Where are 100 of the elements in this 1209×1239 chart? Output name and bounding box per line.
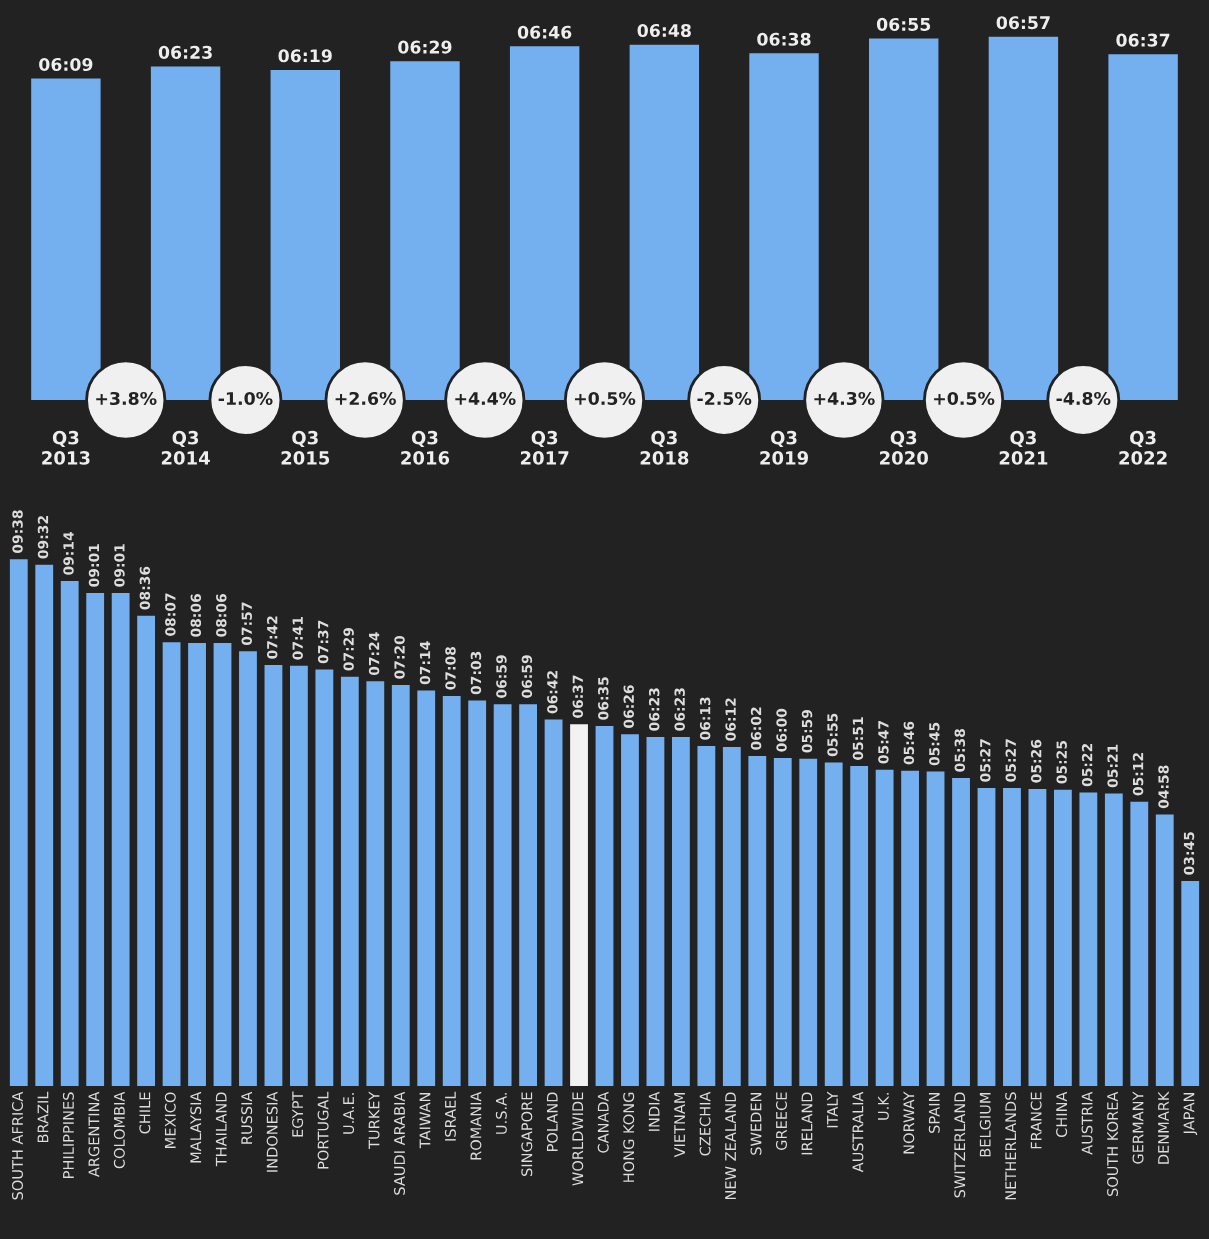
x-tick-label: EGYPT [292, 1091, 304, 1137]
data-label: 07:41 [292, 617, 303, 660]
x-tick-label: THAILAND [215, 1092, 227, 1167]
data-label: 09:14 [63, 531, 74, 575]
bar [748, 756, 767, 1086]
bar [239, 651, 257, 1086]
x-tick-label: CHINA [1056, 1091, 1068, 1138]
x-tick-label: CANADA [597, 1091, 609, 1153]
x-tick-label: COLOMBIA [113, 1091, 125, 1169]
x-tick-label: IRELAND [801, 1092, 813, 1155]
data-label: 06:57 [996, 16, 1050, 30]
data-label: 06:13 [699, 697, 711, 740]
bar [697, 746, 716, 1086]
data-label: 07:37 [317, 620, 329, 664]
data-label: 09:01 [114, 544, 125, 587]
x-tick-label: TAIWAN [419, 1092, 431, 1149]
data-label: 09:01 [88, 544, 100, 587]
data-label: 07:08 [445, 647, 456, 690]
annotation: -1.0% [218, 391, 273, 406]
x-tick-label: NORWAY [903, 1091, 915, 1154]
data-label: 06:23 [648, 688, 660, 731]
bar [875, 769, 894, 1086]
x-tick-label: Q3 2015 [281, 430, 330, 465]
x-tick-label: WORLDWIDE [572, 1092, 584, 1186]
bar [315, 669, 334, 1086]
data-label: 09:38 [12, 510, 23, 553]
x-tick-label: Q3 2022 [1119, 430, 1167, 465]
x-tick-label: Q3 2020 [880, 430, 928, 465]
data-label: 06:09 [39, 57, 93, 72]
x-tick-label: AUSTRALIA [852, 1091, 864, 1173]
x-tick-label: PHILIPPINES [62, 1092, 74, 1178]
bar [1130, 801, 1149, 1086]
bar [188, 643, 206, 1086]
data-label: 08:06 [190, 594, 202, 637]
bar [442, 695, 461, 1086]
data-label: 06:59 [496, 655, 507, 698]
x-tick-label: CZECHIA [699, 1091, 711, 1156]
bar [926, 771, 945, 1086]
bar [1053, 789, 1072, 1086]
data-label: 05:59 [801, 709, 813, 753]
x-tick-label: ROMANIA [470, 1091, 482, 1160]
bar [977, 787, 996, 1086]
x-tick-label: NETHERLANDS [1005, 1092, 1017, 1200]
bar [162, 642, 181, 1086]
bar [9, 559, 28, 1086]
annotation: +3.8% [96, 391, 157, 406]
x-tick-label: FRANCE [1030, 1092, 1042, 1149]
bar [340, 676, 359, 1086]
bar [544, 719, 563, 1086]
annotation: +4.3% [814, 391, 875, 406]
data-label: 09:32 [37, 516, 49, 559]
data-label: 06:37 [572, 675, 584, 718]
data-label: 06:02 [750, 707, 762, 750]
data-label: 07:29 [343, 627, 354, 671]
annotation: -4.8% [1056, 391, 1111, 406]
data-label: 06:59 [521, 655, 533, 698]
data-label: 05:51 [852, 717, 864, 760]
x-tick-label: PORTUGAL [317, 1091, 329, 1169]
annotation: +2.6% [335, 391, 396, 406]
bar [1155, 814, 1174, 1086]
x-tick-label: GERMANY [1132, 1091, 1144, 1164]
data-label: 07:20 [394, 635, 405, 679]
data-label: 07:14 [419, 641, 431, 685]
x-tick-label: Q3 2018 [640, 430, 689, 465]
data-label: 06:23 [158, 45, 212, 59]
bar [468, 700, 487, 1086]
bar [1104, 793, 1123, 1086]
x-tick-label: ISRAEL [444, 1091, 456, 1141]
bar [824, 762, 843, 1086]
bar [1079, 792, 1098, 1086]
bar [901, 770, 920, 1086]
x-tick-label: BRAZIL [37, 1091, 49, 1143]
bar [289, 665, 308, 1086]
bar [799, 758, 818, 1086]
data-label: 08:36 [139, 566, 151, 610]
x-tick-label: VIETNAM [674, 1092, 685, 1158]
x-tick-label: GREECE [775, 1092, 787, 1150]
bar [417, 690, 436, 1086]
bar [671, 736, 690, 1086]
x-tick-label: TURKEY [368, 1091, 380, 1149]
x-tick-label: SWITZERLAND [954, 1092, 966, 1198]
x-tick-label: U.S.A. [495, 1093, 507, 1134]
bar [1003, 787, 1021, 1086]
data-label: 05:21 [1107, 744, 1118, 788]
data-label: 05:45 [929, 722, 940, 766]
x-tick-label: SINGAPORE [521, 1092, 533, 1176]
annotation: +4.4% [455, 391, 516, 406]
data-label: 03:45 [1183, 832, 1195, 875]
x-tick-label: HONG KONG [623, 1092, 635, 1182]
x-tick-label: ITALY [827, 1091, 838, 1128]
data-label: 05:46 [903, 721, 915, 765]
data-label: 06:19 [278, 49, 332, 63]
x-tick-label: MEXICO [164, 1092, 176, 1148]
x-tick-label: AUSTRIA [1081, 1091, 1093, 1155]
data-label: 05:22 [1081, 743, 1093, 787]
data-label: 05:38 [954, 729, 966, 772]
data-label: 06:55 [876, 17, 931, 31]
x-tick-label: SOUTH AFRICA [11, 1091, 24, 1200]
x-tick-label: SAUDI ARABIA [393, 1091, 405, 1195]
data-label: 06:35 [598, 677, 609, 720]
